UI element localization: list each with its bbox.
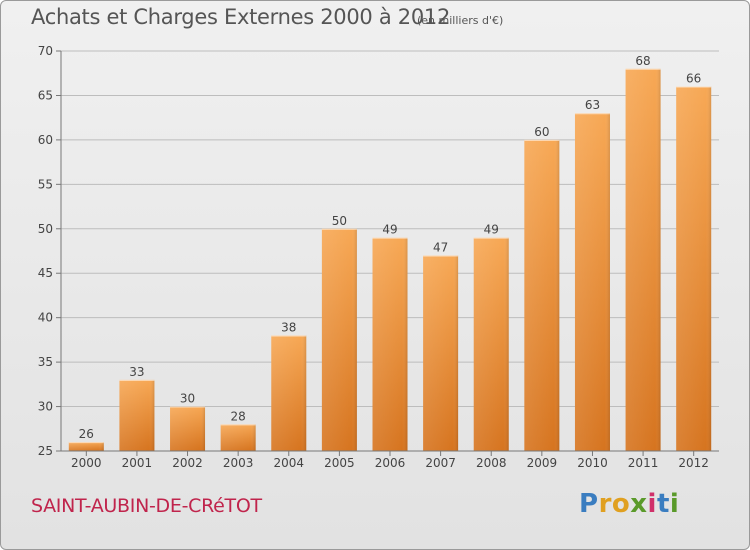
logo-letter: o [611, 489, 631, 519]
chart-unit: (en milliers d'€) [417, 14, 504, 27]
x-tick-label: 2008 [476, 456, 507, 470]
bar-shade-2008 [473, 237, 509, 451]
place-name: SAINT-AUBIN-DE-CRéTOT [31, 495, 262, 517]
logo-letter: i [647, 489, 657, 519]
data-label: 49 [382, 223, 397, 237]
bar-shade-2006 [372, 237, 408, 451]
bar-shade-2010 [574, 113, 610, 451]
data-labels: 26 33 30 28 38 50 49 47 49 60 63 68 66 [79, 54, 702, 441]
x-tick-label: 2006 [375, 456, 406, 470]
x-tick-label: 2010 [577, 456, 608, 470]
bar-shade-2012 [676, 86, 712, 452]
bar-shade-2004 [271, 335, 307, 451]
logo-letter: r [598, 489, 612, 519]
bar-shade-2005 [321, 228, 357, 451]
x-tick-label: 2002 [172, 456, 203, 470]
data-label: 33 [129, 365, 144, 379]
x-tick-label: 2004 [273, 456, 304, 470]
x-tick-label: 2011 [628, 456, 659, 470]
bar-shade-2003 [220, 424, 256, 451]
y-tick-label: 40 [38, 311, 53, 325]
x-tick-label: 2001 [122, 456, 153, 470]
logo-letter: x [630, 489, 648, 519]
data-label: 28 [231, 409, 246, 423]
x-tick-label: 2009 [527, 456, 558, 470]
data-label: 26 [79, 427, 94, 441]
data-label: 30 [180, 392, 195, 406]
x-tick-label: 2000 [71, 456, 102, 470]
y-tick-label: 55 [38, 177, 53, 191]
bar-shade-2002 [170, 406, 206, 451]
y-tick-label: 50 [38, 222, 53, 236]
data-label: 47 [433, 240, 448, 254]
proxiti-logo: Proxiti [579, 489, 679, 519]
data-label: 60 [534, 125, 549, 139]
bar-shade-2001 [119, 379, 155, 451]
y-tick-label: 70 [38, 44, 53, 58]
data-label: 49 [484, 223, 499, 237]
logo-letter: P [579, 489, 599, 519]
y-tick-label: 30 [38, 400, 53, 414]
data-label: 68 [635, 54, 650, 68]
data-label: 63 [585, 98, 600, 112]
logo-letter: i [669, 489, 680, 519]
axes: 25 30 35 40 45 50 55 60 65 70 2000 2001 2002 2003 2004… [38, 44, 719, 470]
y-tick-label: 45 [38, 266, 53, 280]
bar-shade-2011 [625, 68, 661, 452]
y-tick-label: 35 [38, 355, 53, 369]
x-tick-label: 2012 [678, 456, 709, 470]
bar-shade-2007 [423, 255, 459, 451]
data-label: 66 [686, 72, 701, 86]
logo-letter: t [656, 489, 670, 519]
x-tick-label: 2007 [425, 456, 456, 470]
data-label: 38 [281, 320, 296, 334]
x-tick-label: 2005 [324, 456, 355, 470]
chart-title: Achats et Charges Externes 2000 à 2012 [31, 5, 451, 29]
bar-shade-2009 [524, 139, 560, 451]
y-tick-label: 60 [38, 133, 53, 147]
y-tick-label: 25 [38, 444, 53, 458]
x-tick-label: 2003 [223, 456, 254, 470]
bar-shade-2000 [68, 442, 104, 451]
bars [68, 68, 712, 452]
data-label: 50 [332, 214, 347, 228]
y-tick-label: 65 [38, 88, 53, 102]
